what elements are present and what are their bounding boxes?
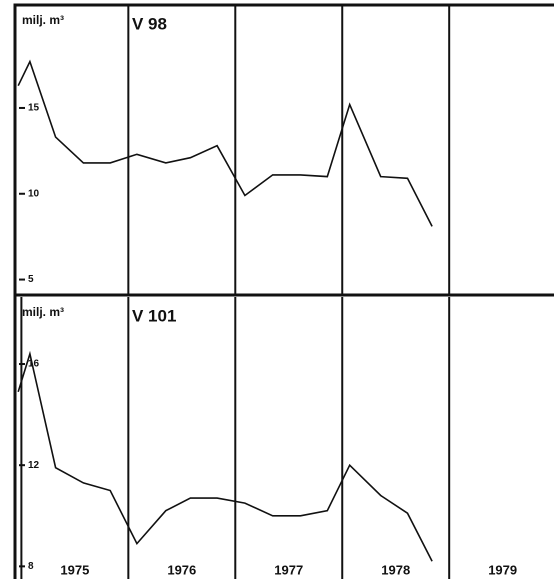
panel-title: V 101 bbox=[132, 306, 176, 325]
x-tick-label: 1978 bbox=[381, 562, 410, 577]
panel-frame bbox=[13, 3, 554, 297]
x-tick-label: 1976 bbox=[167, 562, 196, 577]
panel-title: V 98 bbox=[132, 14, 167, 33]
y-tick-label: 15 bbox=[28, 103, 40, 114]
y-axis-label: milj. m³ bbox=[22, 13, 64, 27]
panel-frame bbox=[13, 293, 554, 579]
y-tick-label: 12 bbox=[28, 460, 40, 471]
y-tick-label: 10 bbox=[28, 188, 40, 199]
x-tick-label: 1979 bbox=[488, 562, 517, 577]
y-tick-label: 8 bbox=[28, 561, 34, 572]
y-tick-label: 16 bbox=[28, 359, 40, 370]
data-line bbox=[17, 59, 433, 227]
x-tick-label: 1975 bbox=[60, 562, 89, 577]
data-line bbox=[17, 350, 433, 562]
x-tick-label: 1977 bbox=[274, 562, 303, 577]
y-tick-label: 5 bbox=[28, 274, 34, 285]
y-axis-label: milj. m³ bbox=[22, 305, 64, 319]
